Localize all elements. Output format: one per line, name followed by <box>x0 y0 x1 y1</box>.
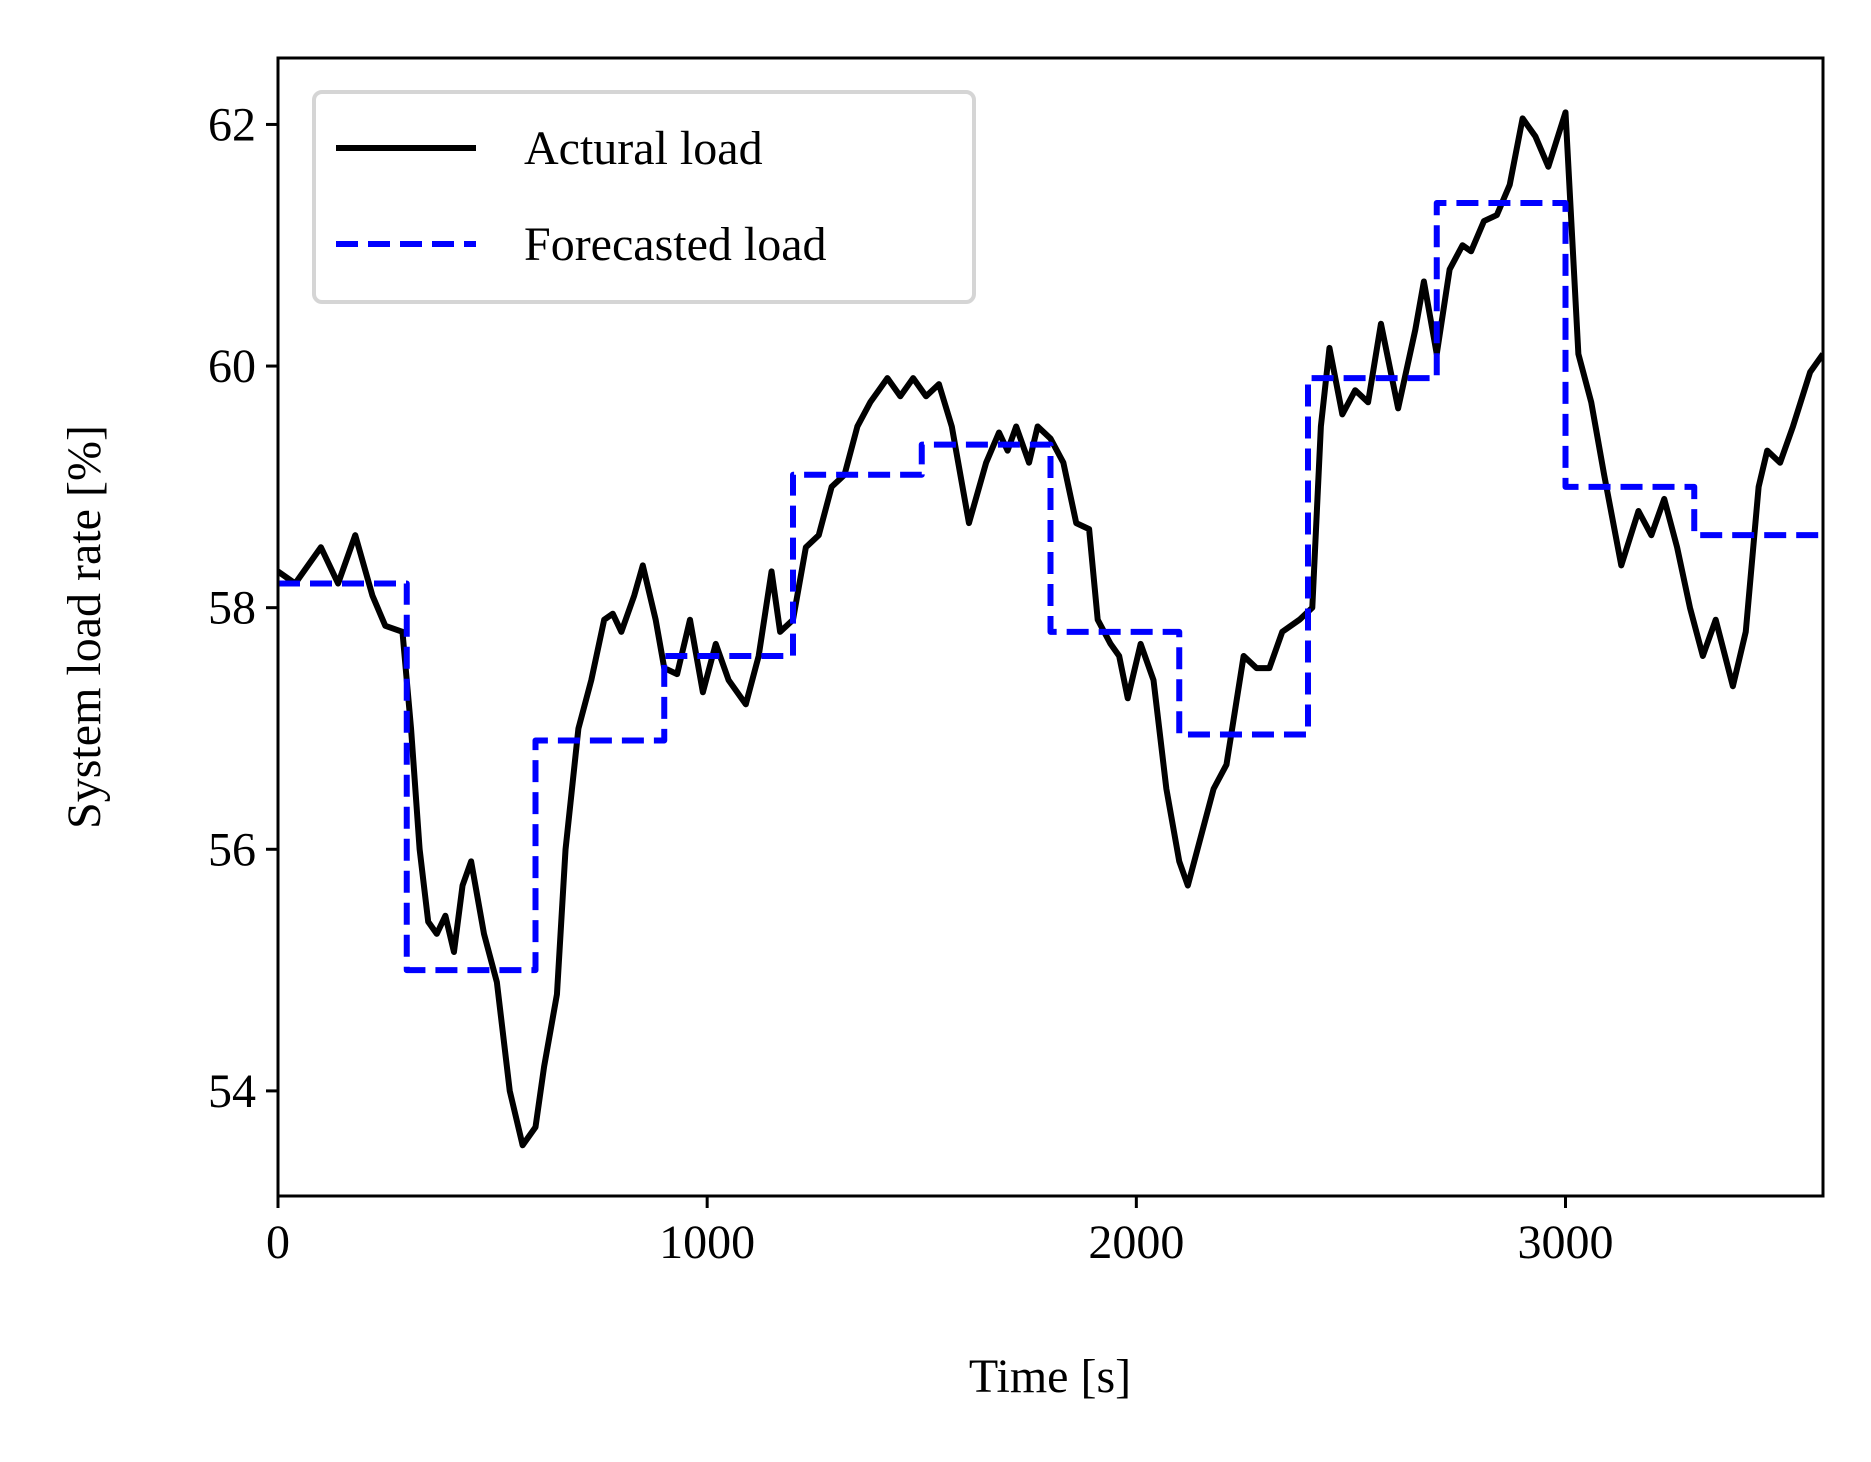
y-tick-label: 62 <box>208 98 256 151</box>
y-tick-label: 58 <box>208 582 256 635</box>
y-tick-label: 54 <box>208 1065 256 1118</box>
y-axis-label: System load rate [%] <box>58 425 111 829</box>
x-tick-label: 1000 <box>659 1216 755 1269</box>
x-tick-label: 0 <box>266 1216 290 1269</box>
legend-label: Forecasted load <box>524 218 827 271</box>
plot-frame <box>276 56 1825 1198</box>
y-tick-label: 56 <box>208 823 256 876</box>
x-tick-label: 3000 <box>1518 1216 1614 1269</box>
x-axis-label: Time [s] <box>969 1350 1131 1403</box>
series-line <box>278 199 1823 974</box>
x-tick-label: 2000 <box>1088 1216 1184 1269</box>
y-tick-label: 60 <box>208 340 256 393</box>
legend-box <box>312 90 976 304</box>
legend-label: Actural load <box>524 122 763 175</box>
